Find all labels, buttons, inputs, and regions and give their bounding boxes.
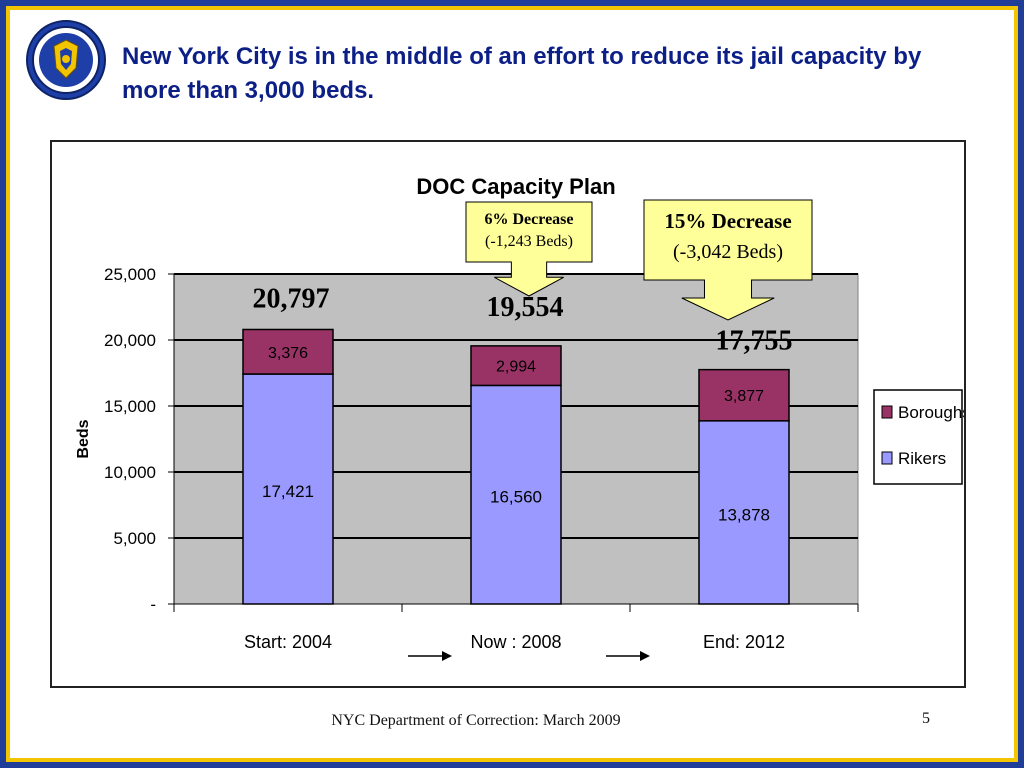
callout-detail: (-1,243 Beds) bbox=[485, 233, 573, 250]
data-label-boroughs: 3,376 bbox=[268, 345, 308, 362]
x-category-label: Start: 2004 bbox=[244, 632, 332, 652]
bar-rikers bbox=[242, 373, 334, 605]
badge-emblem-icon bbox=[32, 26, 100, 94]
correction-department-badge-icon bbox=[26, 20, 106, 100]
y-tick-label: - bbox=[150, 595, 156, 614]
doc-capacity-chart: - 5,000 10,000 15,000 20,000 25,000 DOC Capaci… bbox=[75, 174, 964, 661]
data-label-rikers: 17,421 bbox=[262, 482, 314, 501]
bar-boroughs bbox=[470, 345, 562, 387]
y-tick-label: 25,000 bbox=[104, 265, 156, 284]
slide-headline: New York City is in the middle of an eff… bbox=[122, 43, 922, 104]
bar-boroughs bbox=[242, 328, 334, 375]
total-label: 19,554 bbox=[487, 292, 564, 323]
y-tick-label: 20,000 bbox=[104, 331, 156, 350]
x-category-label: Now : 2008 bbox=[470, 632, 561, 652]
chart-title: DOC Capacity Plan bbox=[416, 174, 615, 199]
total-label: 17,755 bbox=[716, 326, 793, 357]
y-tick-label: 5,000 bbox=[113, 529, 156, 548]
y-axis-label: Beds bbox=[75, 419, 92, 458]
y-tick-label: 15,000 bbox=[104, 397, 156, 416]
chart-frame: - 5,000 10,000 15,000 20,000 25,000 DOC Capaci… bbox=[50, 140, 966, 688]
callout-title: 15% Decrease bbox=[664, 209, 791, 233]
callout-title: 6% Decrease bbox=[485, 211, 574, 228]
data-label-rikers: 16,560 bbox=[490, 488, 542, 507]
data-label-boroughs: 3,877 bbox=[724, 388, 764, 405]
callout-shape bbox=[465, 201, 593, 297]
page-number: 5 bbox=[922, 710, 930, 727]
progress-arrow-icon bbox=[442, 651, 452, 661]
y-tick-label: 10,000 bbox=[104, 463, 156, 482]
total-label: 20,797 bbox=[253, 283, 330, 314]
callout-detail: (-3,042 Beds) bbox=[673, 241, 783, 263]
callout-shape bbox=[643, 199, 813, 321]
legend-entry: Rikers bbox=[898, 449, 946, 468]
bar-boroughs bbox=[698, 368, 790, 422]
legend-swatch bbox=[881, 405, 893, 419]
data-label-rikers: 13,878 bbox=[718, 505, 770, 524]
data-label-boroughs: 2,994 bbox=[496, 359, 536, 376]
legend-entry: Boroughs bbox=[898, 403, 964, 422]
footer-source: NYC Department of Correction: March 2009 bbox=[331, 712, 621, 729]
bar-rikers bbox=[698, 420, 790, 605]
progress-arrow-icon bbox=[640, 651, 650, 661]
legend-swatch bbox=[881, 451, 893, 465]
x-category-label: End: 2012 bbox=[703, 632, 785, 652]
